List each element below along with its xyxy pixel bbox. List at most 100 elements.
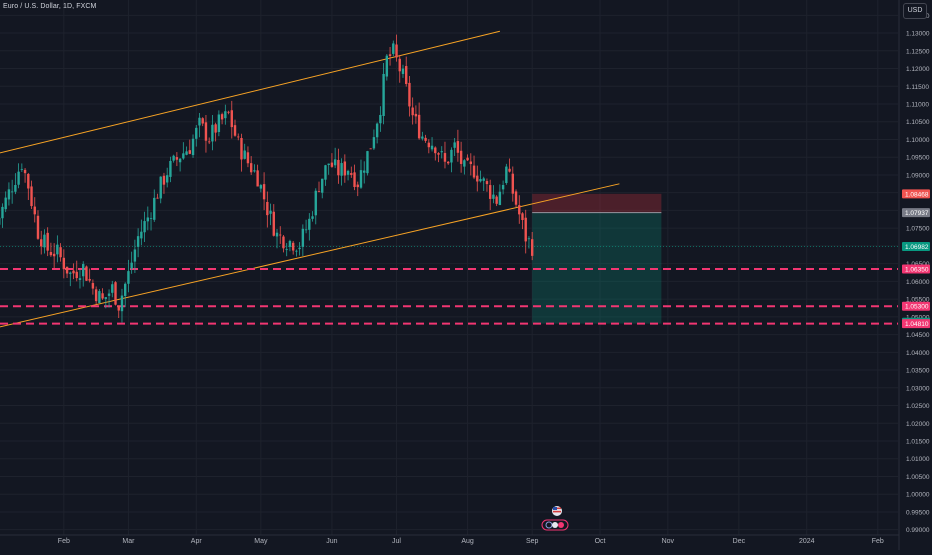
y-tick-label: 0.99000 [906, 527, 930, 534]
candle-body [431, 146, 433, 150]
candle-body [82, 264, 84, 276]
y-tick-label: 1.01500 [906, 438, 930, 445]
price-labels: 1.084681.079371.069821.063501.053001.048… [902, 189, 930, 328]
candle-body [114, 282, 116, 304]
y-tick-label: 1.11500 [906, 84, 929, 91]
x-tick-label: Dec [733, 538, 746, 545]
price-label-text: 1.04810 [905, 321, 929, 328]
candle-body [147, 217, 149, 221]
y-tick-label: 1.01000 [906, 456, 930, 463]
price-label-badge: 1.06350 [902, 264, 930, 273]
candle-body [460, 151, 462, 164]
candle-body [4, 198, 6, 210]
candle-body [492, 195, 494, 199]
price-axis: 1.135001.130001.125001.120001.115001.110… [906, 13, 930, 534]
candle-body [502, 185, 504, 189]
candle-body [21, 169, 23, 170]
candle-body [124, 284, 126, 296]
candle-body [11, 191, 13, 192]
candle-body [43, 235, 45, 248]
price-label-text: 1.06982 [905, 244, 929, 251]
price-label-badge: 1.04810 [902, 319, 930, 328]
candle-body [205, 122, 207, 140]
candle-body [214, 124, 216, 132]
candle-body [172, 156, 174, 161]
candle-body [337, 160, 339, 175]
candle-body [308, 219, 310, 230]
candle-body [30, 186, 32, 206]
currency-button[interactable]: USD [903, 3, 927, 19]
candle-body [327, 164, 329, 165]
candle-body [66, 267, 68, 274]
y-tick-label: 1.11000 [906, 102, 929, 109]
candle-body [402, 69, 404, 74]
candle-body [105, 297, 107, 299]
candle-body [218, 115, 220, 133]
price-label-badge: 1.08468 [902, 189, 930, 198]
candle-body [389, 54, 391, 56]
candle-body [376, 124, 378, 138]
candle-body [240, 138, 242, 159]
candle-body [424, 138, 426, 141]
candle-body [198, 118, 200, 126]
candle-body [437, 153, 439, 155]
candle-body [127, 271, 129, 284]
x-tick-label: May [254, 538, 268, 545]
candle-body [253, 170, 255, 171]
candle-body [457, 141, 459, 153]
candle-body [27, 174, 29, 189]
x-tick-label: Apr [191, 538, 203, 545]
candle-body [528, 238, 530, 239]
candle-body [276, 233, 278, 237]
candle-body [279, 235, 281, 236]
candle-body [470, 161, 472, 164]
candle-body [357, 185, 359, 187]
candles [0, 35, 533, 323]
y-tick-label: 1.09500 [906, 155, 930, 162]
candle-body [163, 176, 165, 185]
candle-body [88, 279, 90, 281]
candle-body [360, 170, 362, 188]
candle-body [418, 115, 420, 138]
x-tick-label: Sep [526, 538, 539, 545]
candle-body [453, 142, 455, 147]
candle-body [234, 125, 236, 136]
horizontal-levels [0, 269, 898, 324]
channel-upper-line [0, 31, 500, 155]
price-label-badge: 1.07937 [902, 208, 930, 217]
candle-body [79, 278, 81, 280]
candle-body [399, 59, 401, 72]
price-label-text: 1.06350 [905, 266, 929, 273]
economic-events-icon[interactable] [542, 520, 568, 530]
candle-body [202, 118, 204, 123]
candle-body [434, 148, 436, 154]
candle-body [130, 263, 132, 269]
y-tick-label: 1.12500 [906, 48, 930, 55]
y-tick-label: 1.04000 [906, 350, 930, 357]
candle-body [92, 283, 94, 289]
candle-body [286, 249, 288, 250]
candle-body [179, 159, 181, 162]
candle-body [405, 66, 407, 84]
candle-body [486, 181, 488, 184]
candle-body [282, 237, 284, 249]
candle-body [450, 150, 452, 163]
candle-body [392, 43, 394, 53]
candle-body [17, 172, 19, 185]
candle-body [347, 171, 349, 175]
candle-body [101, 293, 103, 298]
price-label-badge: 1.06982 [902, 242, 930, 251]
candle-body [69, 273, 71, 274]
us-flag-event-icon[interactable] [552, 506, 562, 516]
candle-body [266, 202, 268, 215]
candle-body [34, 207, 36, 215]
candle-body [512, 174, 514, 194]
candle-body [263, 184, 265, 199]
candle-body [59, 247, 61, 257]
price-label-text: 1.08468 [905, 191, 929, 198]
candle-body [260, 185, 262, 189]
candle-body [340, 163, 342, 176]
candle-body [292, 243, 294, 251]
